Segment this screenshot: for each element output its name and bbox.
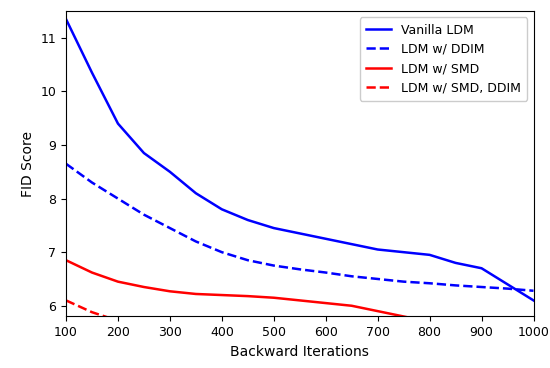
LDM w/ DDIM <box>322 270 329 275</box>
Vanilla LDM <box>192 191 199 195</box>
LDM w/ SMD, DDIM <box>141 324 147 328</box>
LDM w/ DDIM <box>245 258 251 262</box>
Vanilla LDM <box>114 121 121 126</box>
LDM w/ SMD, DDIM <box>530 345 537 350</box>
Vanilla LDM <box>426 253 433 257</box>
LDM w/ SMD <box>218 293 225 297</box>
LDM w/ DDIM <box>89 180 95 185</box>
Vanilla LDM <box>89 70 95 75</box>
LDM w/ SMD, DDIM <box>245 329 251 334</box>
LDM w/ SMD <box>530 337 537 341</box>
Vanilla LDM <box>271 226 277 230</box>
Vanilla LDM <box>375 247 381 252</box>
LDM w/ SMD <box>375 309 381 313</box>
LDM w/ DDIM <box>271 263 277 268</box>
LDM w/ SMD <box>296 298 303 302</box>
LDM w/ DDIM <box>63 162 69 166</box>
Vanilla LDM <box>167 170 173 174</box>
LDM w/ SMD <box>452 325 459 329</box>
LDM w/ DDIM <box>218 250 225 254</box>
LDM w/ SMD, DDIM <box>452 341 459 346</box>
Vanilla LDM <box>348 242 355 246</box>
X-axis label: Backward Iterations: Backward Iterations <box>230 345 369 359</box>
LDM w/ SMD, DDIM <box>296 332 303 336</box>
LDM w/ SMD, DDIM <box>504 344 511 348</box>
LDM w/ SMD, DDIM <box>114 319 121 323</box>
LDM w/ DDIM <box>114 197 121 201</box>
Legend: Vanilla LDM, LDM w/ DDIM, LDM w/ SMD, LDM w/ SMD, DDIM: Vanilla LDM, LDM w/ DDIM, LDM w/ SMD, LD… <box>360 17 527 100</box>
LDM w/ SMD <box>245 294 251 298</box>
LDM w/ DDIM <box>400 279 407 284</box>
Line: LDM w/ SMD: LDM w/ SMD <box>66 260 534 339</box>
LDM w/ SMD <box>63 258 69 262</box>
Vanilla LDM <box>63 17 69 21</box>
LDM w/ SMD <box>167 289 173 294</box>
LDM w/ SMD <box>322 301 329 305</box>
LDM w/ SMD, DDIM <box>478 342 485 347</box>
LDM w/ SMD, DDIM <box>375 337 381 341</box>
Vanilla LDM <box>218 207 225 212</box>
Vanilla LDM <box>141 151 147 155</box>
LDM w/ DDIM <box>452 283 459 288</box>
LDM w/ DDIM <box>192 239 199 244</box>
Vanilla LDM <box>322 237 329 241</box>
Vanilla LDM <box>452 261 459 265</box>
LDM w/ DDIM <box>504 286 511 291</box>
Vanilla LDM <box>400 250 407 254</box>
LDM w/ DDIM <box>296 267 303 272</box>
LDM w/ DDIM <box>426 281 433 286</box>
Line: LDM w/ DDIM: LDM w/ DDIM <box>66 164 534 291</box>
LDM w/ SMD <box>192 292 199 296</box>
Vanilla LDM <box>504 282 511 287</box>
LDM w/ DDIM <box>141 212 147 217</box>
LDM w/ SMD, DDIM <box>218 328 225 332</box>
LDM w/ SMD <box>89 270 95 275</box>
LDM w/ SMD, DDIM <box>400 339 407 343</box>
LDM w/ SMD <box>426 320 433 324</box>
LDM w/ SMD <box>348 304 355 308</box>
LDM w/ DDIM <box>530 289 537 293</box>
Vanilla LDM <box>245 218 251 222</box>
Vanilla LDM <box>478 266 485 270</box>
LDM w/ SMD, DDIM <box>426 340 433 344</box>
LDM w/ SMD <box>400 314 407 319</box>
LDM w/ SMD, DDIM <box>271 330 277 335</box>
Y-axis label: FID Score: FID Score <box>21 131 35 197</box>
LDM w/ SMD <box>504 333 511 337</box>
Line: LDM w/ SMD, DDIM: LDM w/ SMD, DDIM <box>66 300 534 347</box>
LDM w/ SMD, DDIM <box>192 328 199 332</box>
LDM w/ SMD <box>271 296 277 300</box>
LDM w/ SMD <box>141 285 147 289</box>
LDM w/ DDIM <box>375 277 381 281</box>
Line: Vanilla LDM: Vanilla LDM <box>66 19 534 300</box>
LDM w/ DDIM <box>478 285 485 289</box>
Vanilla LDM <box>530 298 537 302</box>
LDM w/ SMD, DDIM <box>63 298 69 302</box>
LDM w/ DDIM <box>167 226 173 230</box>
LDM w/ SMD, DDIM <box>348 335 355 339</box>
LDM w/ SMD, DDIM <box>322 333 329 337</box>
LDM w/ SMD <box>114 279 121 284</box>
LDM w/ SMD <box>478 330 485 335</box>
Vanilla LDM <box>296 231 303 236</box>
LDM w/ DDIM <box>348 274 355 279</box>
LDM w/ SMD, DDIM <box>89 310 95 314</box>
LDM w/ SMD, DDIM <box>167 326 173 330</box>
